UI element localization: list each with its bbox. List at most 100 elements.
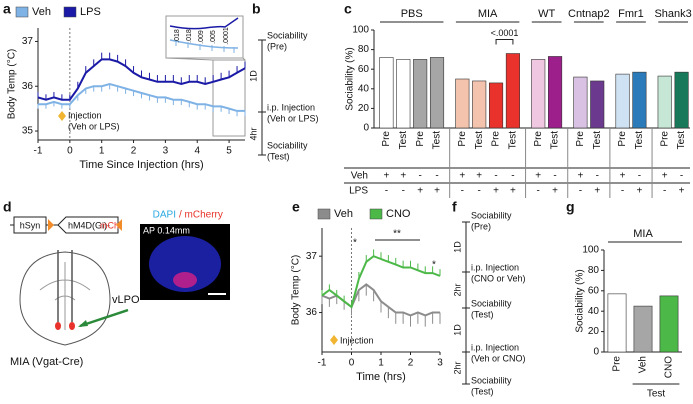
x-tick-label: 0 [67,146,73,157]
lps-sign: + [552,186,558,197]
p-value: .018 [186,29,193,43]
y-tick-label: 36 [22,81,34,92]
legend-swatch [15,6,29,18]
veh-sign: - [596,171,599,182]
legend-label: Veh [32,6,51,18]
group-label: Test [647,389,666,400]
veh-sign: + [384,171,390,182]
step: (Veh or CNO) [471,353,526,363]
bar [607,293,627,353]
group-label: Cntnap2 [568,8,610,20]
y-tick-label: 80 [588,265,600,276]
bar-label: Pre [457,131,468,147]
x-axis-label: Time (hrs) [356,371,406,383]
bar [531,59,546,129]
lps-sign: + [434,186,440,197]
veh-sign: - [494,171,497,182]
p-value: .0001 [223,27,230,45]
x-tick-label: 3 [437,358,443,369]
veh-sign: + [400,171,406,182]
lps-sign: - [663,186,666,197]
series-line [37,58,246,101]
x-tick-label: CNO [664,356,675,378]
panel-label: e [292,199,300,215]
y-tick-label: 37 [306,251,318,262]
bar [633,305,653,353]
region: vLPO [112,294,140,306]
panel-label: g [566,199,575,215]
bar-label: Pre [659,131,670,147]
promoter-box [13,216,47,234]
interval: 2hr [452,361,462,374]
bar-label: Test [398,131,409,150]
bar-label: Pre [533,131,544,147]
x-axis-label: Time Since Injection (hrs) [79,159,203,171]
legend-swatch [369,208,383,220]
lps-sign: + [510,186,516,197]
promoter: hSyn [20,220,41,230]
bar-label: Test [634,131,645,150]
injection-needle [57,250,73,322]
interval: 4hr [248,127,258,140]
group-label: PBS [401,8,423,20]
lps-sign: - [402,186,405,197]
veh-sign: - [435,171,438,182]
bar [657,75,672,129]
y-tick-label: 40 [588,306,600,317]
significance-bracket [495,39,514,45]
step: Sociability [267,140,308,150]
lps-sign: - [461,186,464,197]
lps-sign: + [594,186,600,197]
x-tick-label: 2 [131,146,137,157]
step: i.p. Injection [471,342,519,352]
bar-label: Pre [575,131,586,147]
inset-line [169,17,239,30]
bar-label: Test [474,131,485,150]
bar [590,80,605,129]
y-tick-label: 20 [588,326,600,337]
step: (Test) [471,309,494,319]
step: Sociability [267,30,308,40]
p-value: .018 [174,29,181,43]
step: (Test) [267,151,290,161]
bar-label: Test [550,131,561,150]
bar [505,53,520,129]
veh-sign: + [662,171,668,182]
interval: 1D [452,241,462,253]
step: Sociability [471,210,512,220]
bar [615,73,630,129]
series-line [321,255,441,309]
bar [413,59,428,129]
bar [548,56,563,129]
panel-label: b [252,1,261,17]
x-tick-label: 1 [378,358,384,369]
lps-sign: - [621,186,624,197]
veh-sign: - [511,171,514,182]
group-label: Fmr1 [618,8,644,20]
x-tick-label: -1 [34,146,43,157]
group-label: Shank3 [654,8,691,20]
y-tick-label: 36 [306,307,318,318]
y-axis-label: Body Temp (°C) [7,49,18,120]
y-tick-label: 100 [352,25,369,36]
bar-label: Test [508,131,519,150]
y-tick-label: 60 [358,64,370,75]
step: (Pre) [471,221,491,231]
bar-label: Test [676,131,687,150]
lps-sign: + [493,186,499,197]
lps-sign: + [417,186,423,197]
y-tick-label: 35 [22,126,34,137]
lps-sign: - [478,186,481,197]
bar-label: Pre [381,131,392,147]
annotation: Injection [340,335,374,345]
bar-label: Test [432,131,443,150]
lps-sign: - [579,186,582,197]
bar [429,57,445,129]
bar [379,57,394,129]
arrow-head [78,320,88,327]
veh-sign: - [680,171,683,182]
veh-sign: + [476,171,482,182]
legend-swatch [317,208,331,220]
bar [489,82,504,129]
y-axis-label: Sociability (%) [575,269,586,332]
